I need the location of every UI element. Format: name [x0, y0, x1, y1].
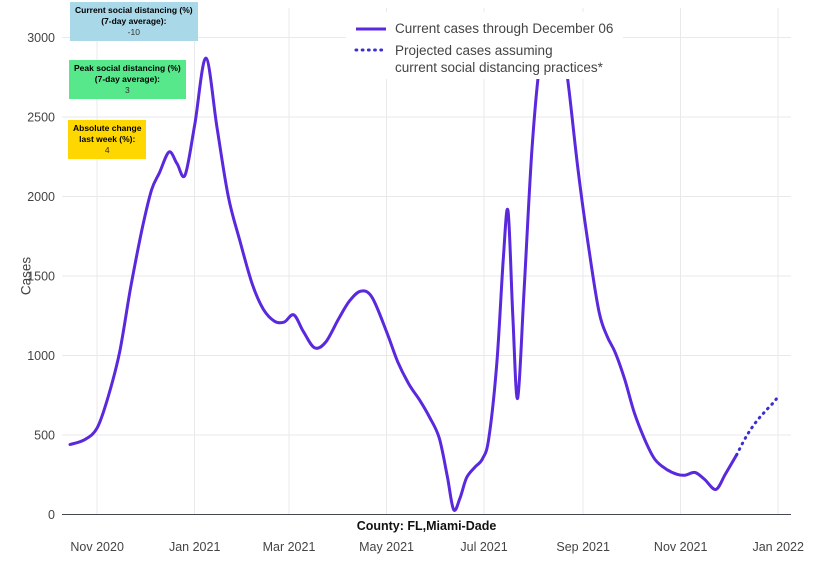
- y-tick-label: 1000: [27, 349, 55, 363]
- annotation-label: Absolute change: [73, 123, 142, 133]
- annotation-label: (7-day average):: [101, 16, 167, 26]
- x-tick-label: Nov 2021: [654, 540, 708, 554]
- y-tick-label: 3000: [27, 31, 55, 45]
- annotation-value: 4: [104, 145, 110, 155]
- legend: Current cases through December 06 Project…: [346, 12, 624, 79]
- dotted-line-sample-icon: [354, 48, 388, 52]
- legend-label: Projected cases assuming current social d…: [395, 43, 603, 75]
- annotation-label: last week (%):: [79, 134, 136, 144]
- legend-item-current[interactable]: Current cases through December 06: [354, 15, 613, 42]
- y-tick-label: 0: [48, 508, 55, 522]
- x-axis-title: County: FL,Miami-Dade: [356, 519, 497, 533]
- y-tick-label: 2500: [27, 110, 55, 124]
- x-tick-label: Mar 2021: [263, 540, 316, 554]
- annotation-label: (7-day average):: [94, 74, 160, 84]
- y-tick-label: 500: [34, 428, 55, 442]
- annotation-value: -10: [127, 27, 140, 37]
- current-cases-line[interactable]: [68, 16, 739, 512]
- legend-item-projected[interactable]: Projected cases assuming current social d…: [354, 42, 613, 76]
- y-tick-label: 1500: [27, 269, 55, 283]
- annotation-value: 3: [125, 85, 130, 95]
- annotation-label: Current social distancing (%): [75, 5, 193, 15]
- x-tick-label: Nov 2020: [70, 540, 124, 554]
- solid-line-sample-icon: [356, 27, 386, 30]
- x-tick-label: Jul 2021: [460, 540, 507, 554]
- annotation-peak-social-distancing: Peak social distancing (%) (7-day average…: [69, 60, 186, 99]
- legend-label: Current cases through December 06: [395, 21, 614, 36]
- annotation-label: Peak social distancing (%): [74, 63, 181, 73]
- annotation-current-social-distancing: Current social distancing (%) (7-day aver…: [70, 2, 198, 41]
- x-tick-label: Jan 2022: [752, 540, 803, 554]
- annotation-absolute-change: Absolute change last week (%): 4: [68, 120, 147, 159]
- x-tick-label: May 2021: [359, 540, 414, 554]
- x-tick-label: Jan 2021: [169, 540, 220, 554]
- x-tick-label: Sep 2021: [556, 540, 610, 554]
- projected-cases-line[interactable]: [735, 393, 780, 457]
- y-tick-label: 2000: [27, 190, 55, 204]
- y-axis-title: Cases: [18, 256, 34, 296]
